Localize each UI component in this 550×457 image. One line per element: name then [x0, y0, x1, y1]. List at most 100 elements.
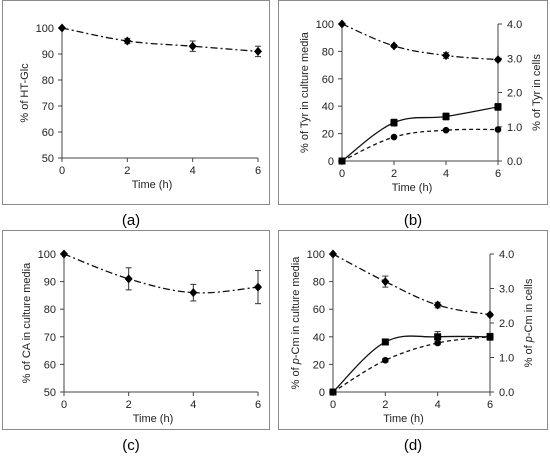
panel-d-point-circle — [434, 339, 441, 347]
panel-c-series-0-line — [63, 253, 259, 294]
panel-a-x-tick-label: 6 — [255, 165, 261, 177]
panel-a-point-diamond — [188, 41, 197, 51]
axis-label-text: in culture media — [290, 256, 302, 338]
panel-label-a: (a) — [121, 212, 141, 229]
panel-a-x-tick-label: 4 — [190, 165, 196, 177]
panel-a-y-axis-label: % of HT-Glc — [19, 63, 31, 123]
panel-b-frame — [278, 0, 548, 205]
panel-d-y2-tick-label: 3.0 — [499, 284, 514, 296]
panel-a-y-tick-label: 60 — [42, 127, 54, 139]
panel-b-y-tick-label: 60 — [322, 74, 334, 86]
axis-label-text: -Cm — [290, 337, 302, 358]
panel-d-point-diamond — [486, 310, 494, 320]
panel-a-point-diamond — [123, 36, 132, 46]
panel-d-series-2-line — [332, 336, 491, 393]
panel-b-point-diamond — [338, 19, 346, 29]
panel-d-x-tick-label: 4 — [435, 399, 441, 411]
panel-b-y2-tick-label: 1.0 — [507, 122, 522, 134]
panel-a-x-tick-label: 0 — [59, 165, 65, 177]
panel-d-y2-tick-label: 0.0 — [499, 387, 514, 399]
panel-c-y-tick-label: 70 — [44, 332, 56, 344]
panel-b-y-tick-label: 80 — [322, 46, 334, 58]
panel-d-series-1-line — [332, 335, 491, 393]
panel-c-x-tick-label: 2 — [126, 399, 132, 411]
panel-a-y-tick-label: 90 — [42, 49, 54, 61]
panel-b-point-circle — [494, 126, 502, 133]
panel-a-point-diamond — [254, 46, 262, 56]
panel-a-y-tick-label: 100 — [36, 23, 54, 35]
panel-a-point-diamond — [58, 23, 66, 33]
panel-c-y-axis-label: % of CA in culture media — [21, 262, 33, 383]
panel-b-y2-axis-label: % of Tyr in cells — [531, 54, 543, 131]
panel-b-point-square — [494, 103, 502, 111]
panel-d-y-tick-label: 60 — [313, 304, 325, 316]
panel-b-y-tick-label: 0 — [328, 156, 334, 168]
panel-d-y-tick-label: 0 — [319, 387, 325, 399]
axis-label-text: % of — [523, 342, 535, 367]
panel-c-y-tick-label: 80 — [44, 304, 56, 316]
panel-b-y2-tick-label: 2.0 — [507, 88, 522, 100]
panel-d-y2-tick-label: 2.0 — [499, 318, 514, 330]
panel-c-point-diamond — [254, 282, 262, 292]
panel-d-point-diamond — [329, 249, 337, 259]
panel-d-point-circle — [329, 388, 337, 396]
panel-b-point-square — [390, 119, 398, 127]
panel-d-point-diamond — [381, 277, 390, 287]
panel-a-frame — [2, 0, 270, 205]
panel-a-y-tick-label: 80 — [42, 75, 54, 87]
axis-label-text: in cells — [523, 278, 535, 315]
panel-d-point-diamond — [433, 300, 442, 310]
panel-d-point-square — [381, 338, 389, 346]
panel-b-point-circle — [442, 126, 450, 134]
panel-b-point-diamond — [442, 51, 450, 61]
panel-b-y-tick-label: 100 — [316, 19, 334, 31]
panel-c-y-tick-label: 100 — [38, 249, 56, 261]
panel-c-y-tick-label: 60 — [44, 359, 56, 371]
panel-b-x-axis-label: Time (h) — [392, 182, 433, 194]
panel-b-y-tick-label: 40 — [322, 101, 334, 113]
panel-b-point-square — [442, 112, 450, 120]
panel-c-y-tick-label: 90 — [44, 277, 56, 289]
panel-label-b: (b) — [403, 212, 423, 229]
panel-c-x-tick-label: 6 — [255, 399, 261, 411]
panel-a-y-tick-label: 70 — [42, 101, 54, 113]
panel-d-x-tick-label: 0 — [330, 399, 336, 411]
panel-d-y2-tick-label: 1.0 — [499, 353, 514, 365]
panel-c-y-tick-label: 50 — [44, 387, 56, 399]
panel-d-y-axis-label: % of p-Cm in culture media — [290, 256, 302, 390]
panel-d-frame — [278, 230, 548, 430]
axis-label-italic: p — [290, 358, 302, 365]
panel-d-x-tick-label: 6 — [487, 399, 493, 411]
panel-b-y2-tick-label: 4.0 — [507, 19, 522, 31]
panel-c-frame — [2, 230, 270, 430]
panel-label-d: (d) — [403, 437, 423, 454]
panel-d-point-circle — [486, 333, 494, 341]
panel-b-series-2-line — [341, 128, 499, 162]
panel-b-y-axis-label: % of Tyr in culture media — [299, 31, 311, 153]
panel-b-y-tick-label: 20 — [322, 129, 334, 141]
panel-d-y-tick-label: 20 — [313, 359, 325, 371]
panel-d-y2-tick-label: 4.0 — [499, 249, 514, 261]
panel-c-x-tick-label: 4 — [190, 399, 196, 411]
panel-c-x-tick-label: 0 — [61, 399, 67, 411]
panel-c-point-diamond — [124, 274, 133, 284]
panel-a-series-0-line — [61, 27, 259, 53]
panel-b-point-circle — [390, 133, 398, 141]
panel-b-point-circle — [338, 157, 346, 165]
panel-b-x-tick-label: 6 — [495, 168, 501, 180]
panel-b-x-tick-label: 0 — [339, 168, 345, 180]
panel-a-x-tick-label: 2 — [124, 165, 130, 177]
axis-label-text: % of — [290, 364, 302, 389]
panel-d-y-tick-label: 100 — [307, 249, 325, 261]
panel-b-x-tick-label: 2 — [391, 168, 397, 180]
panel-b-series-0-line — [341, 23, 499, 61]
panel-b-point-diamond — [390, 41, 398, 51]
panel-a-x-axis-label: Time (h) — [132, 179, 173, 191]
panel-a-y-tick-label: 50 — [42, 153, 54, 165]
panel-b-series-1-line — [341, 106, 499, 162]
panel-d-x-tick-label: 2 — [382, 399, 388, 411]
panel-c-point-diamond — [60, 249, 68, 259]
panel-d-point-circle — [382, 356, 389, 364]
panel-b-y2-tick-label: 0.0 — [507, 156, 522, 168]
